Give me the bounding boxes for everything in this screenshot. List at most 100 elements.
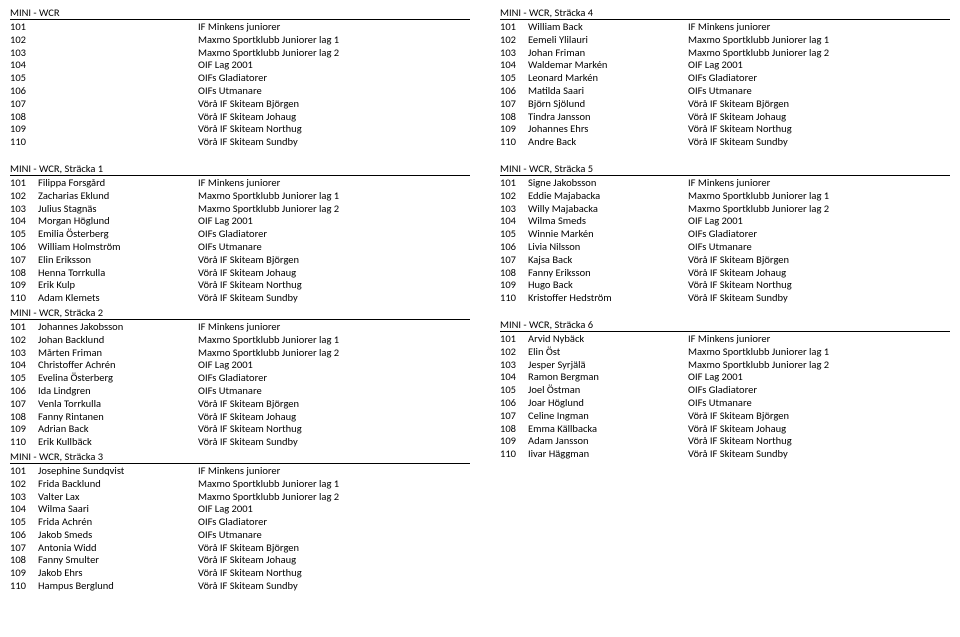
table-row: 106Ida LindgrenOIFs Utmanare [10,385,470,398]
row-name: Josephine Sundqvist [38,465,198,478]
row-team: IF Minkens juniorer [198,21,470,34]
row-team: IF Minkens juniorer [198,465,470,478]
row-number: 110 [10,136,38,149]
row-number: 102 [500,190,528,203]
table-row: 101Josephine SundqvistIF Minkens juniore… [10,465,470,478]
section: MINI - WCR, Sträcka 6101Arvid NybäckIF M… [500,318,950,461]
table-row: 101Arvid NybäckIF Minkens juniorer [500,333,950,346]
row-team: Vörå IF Skiteam Sundby [198,436,470,449]
table-row: 102Zacharias EklundMaxmo Sportklubb Juni… [10,190,470,203]
row-name [38,111,198,124]
row-number: 110 [500,448,528,461]
row-number: 110 [10,580,38,593]
row-name [38,34,198,47]
table-row: 107 Vörå IF Skiteam Björgen [10,98,470,111]
row-team: Maxmo Sportklubb Juniorer lag 1 [688,346,950,359]
row-number: 101 [500,21,528,34]
row-name: Livia Nilsson [528,241,688,254]
row-name [38,85,198,98]
row-name: Hampus Berglund [38,580,198,593]
table-row: 102Eddie MajabackaMaxmo Sportklubb Junio… [500,190,950,203]
row-team: OIFs Utmanare [198,385,470,398]
row-number: 110 [500,136,528,149]
table-row: 101IF Minkens juniorer [10,21,470,34]
table-row: 101Filippa ForsgårdIF Minkens juniorer [10,177,470,190]
row-team: Vörå IF Skiteam Björgen [688,410,950,423]
row-name: Zacharias Eklund [38,190,198,203]
row-name: Erik Kullbäck [38,436,198,449]
row-number: 105 [500,384,528,397]
row-name [38,59,198,72]
row-team: OIFs Gladiatorer [198,372,470,385]
row-name [38,72,198,85]
row-name: Venla Torrkulla [38,398,198,411]
row-name: Evelina Österberg [38,372,198,385]
table-row: 101Johannes JakobssonIF Minkens juniorer [10,321,470,334]
row-name: William Holmström [38,241,198,254]
row-name: Johan Backlund [38,334,198,347]
row-number: 107 [500,254,528,267]
row-name: William Back [528,21,688,34]
row-name [38,136,198,149]
row-number: 102 [500,346,528,359]
row-name: Kristoffer Hedström [528,292,688,305]
row-name: Matilda Saari [528,85,688,98]
row-name: Frida Achrén [38,516,198,529]
row-name: Elin Öst [528,346,688,359]
row-number: 106 [10,529,38,542]
row-number: 102 [10,190,38,203]
row-name: Adam Klemets [38,292,198,305]
table-row: 107Björn SjölundVörå IF Skiteam Björgen [500,98,950,111]
row-number: 107 [10,98,38,111]
table-row: 110Kristoffer HedströmVörå IF Skiteam Su… [500,292,950,305]
row-number: 107 [10,254,38,267]
table-row: 106William HolmströmOIFs Utmanare [10,241,470,254]
table-row: 102Johan BacklundMaxmo Sportklubb Junior… [10,334,470,347]
row-name: Björn Sjölund [528,98,688,111]
section-title: MINI - WCR, Sträcka 5 [500,162,950,176]
section-title: MINI - WCR, Sträcka 4 [500,6,950,20]
row-team: Vörå IF Skiteam Björgen [198,98,470,111]
table-row: 110Hampus BerglundVörå IF Skiteam Sundby [10,580,470,593]
table-row: 107Elin ErikssonVörå IF Skiteam Björgen [10,254,470,267]
row-name: Eemeli Ylilauri [528,34,688,47]
row-team: IF Minkens juniorer [198,177,470,190]
section-title: MINI - WCR, Sträcka 1 [10,162,470,176]
section: MINI - WCR, Sträcka 2101Johannes Jakobss… [10,306,470,449]
row-team: OIFs Gladiatorer [688,384,950,397]
row-number: 107 [10,398,38,411]
row-name: Johannes Jakobsson [38,321,198,334]
spacer [500,306,950,318]
table-row: 102 Maxmo Sportklubb Juniorer lag 1 [10,34,470,47]
table-row: 110Iivar HäggmanVörå IF Skiteam Sundby [500,448,950,461]
row-team: Maxmo Sportklubb Juniorer lag 1 [198,34,470,47]
row-team: OIFs Utmanare [688,85,950,98]
row-name [38,21,198,34]
row-number: 102 [10,34,38,47]
row-team: Vörå IF Skiteam Sundby [198,580,470,593]
section: MINI - WCR, Sträcka 3101Josephine Sundqv… [10,450,470,593]
row-number: 105 [10,516,38,529]
row-number: 106 [500,241,528,254]
row-team: Vörå IF Skiteam Björgen [688,98,950,111]
row-number: 110 [10,292,38,305]
row-number: 106 [10,241,38,254]
table-row: 110Vörå IF Skiteam Sundby [10,136,470,149]
row-name: Elin Eriksson [38,254,198,267]
right-column: MINI - WCR, Sträcka 4101William BackIF M… [500,6,950,462]
row-name: Signe Jakobsson [528,177,688,190]
row-team: Vörå IF Skiteam Sundby [688,448,950,461]
row-team: Vörå IF Skiteam Sundby [688,136,950,149]
row-team: OIFs Gladiatorer [198,516,470,529]
row-name: Celine Ingman [528,410,688,423]
row-team: OIFs Utmanare [198,241,470,254]
row-number: 107 [500,98,528,111]
table-row: 107Celine IngmanVörå IF Skiteam Björgen [500,410,950,423]
row-team: IF Minkens juniorer [198,321,470,334]
table-row: 106OIFs Utmanare [10,85,470,98]
row-name [38,123,198,136]
table-row: 101William BackIF Minkens juniorer [500,21,950,34]
row-number: 110 [10,436,38,449]
table-row: 105Joel ÖstmanOIFs Gladiatorer [500,384,950,397]
row-team: OIFs Utmanare [198,529,470,542]
